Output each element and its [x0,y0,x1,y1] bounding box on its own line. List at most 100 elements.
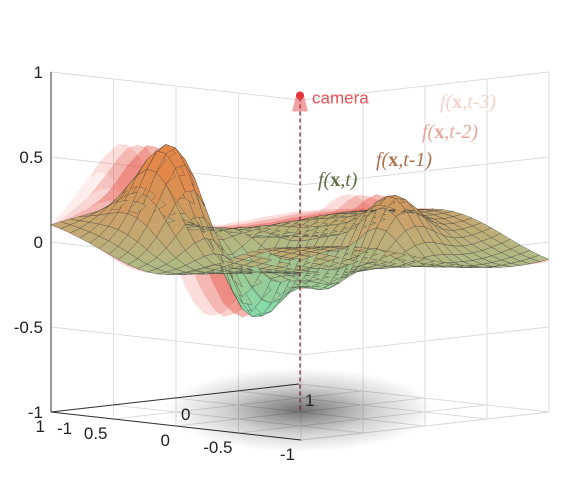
surface-patch [232,222,252,227]
surface-patch [318,209,338,212]
surface-patch [194,267,214,307]
surface-patch [194,298,214,314]
surface-patch [79,194,99,219]
surface-patch [222,224,242,228]
surface-patch [222,226,242,229]
surface-patch [203,270,224,299]
surface-patch [89,152,109,179]
camera-cone [292,95,308,112]
surface-patch [270,213,290,219]
surface-patch [309,209,329,211]
surface-patch [127,155,147,172]
surface-patch [204,312,224,316]
surface-patch [222,221,242,226]
surface-patch [280,212,300,216]
surface-label: f(x,t-3) [440,91,496,113]
y-tick-label: 0 [181,405,190,424]
surface-patch [185,272,205,302]
surface-patch [328,211,348,215]
surface-patch [280,215,300,220]
surface-patch [338,194,358,197]
surface-patch [328,210,348,212]
surface-patch [299,212,319,217]
surface-patch [60,196,80,215]
surface-patch [79,171,99,197]
surface-patch [251,222,271,226]
surface-patch [108,171,128,193]
surface-patch [309,210,329,213]
surface-patch [337,210,357,213]
surface-patch [328,210,348,214]
x-tick-label: 1 [36,417,45,436]
surface-patch [222,222,242,226]
surface-patch [270,217,290,221]
surface-patch [89,155,109,178]
surface-patch [299,210,319,214]
surface-patch [347,210,367,212]
surface-patch [318,211,338,216]
surface-labels: f(x,t) f(x,t-1) f(x,t-2) f(x,t-3) [318,91,496,191]
surface-patch [204,271,224,282]
surface-patch [318,209,338,211]
surface-patch [127,144,147,164]
z-tick-label: 0 [34,233,43,252]
surface-patch [117,171,137,188]
surface-patch [184,285,204,309]
surface-patch [203,224,223,230]
surface-patch [232,222,252,225]
axis-ticks: 10.50-0.5-11 0.5 0 -0.5 -1-101 [14,63,315,464]
camera-marker: camera [292,89,369,410]
surface-patch [108,148,128,172]
z-tick-label: -0.5 [14,318,43,337]
surface-patch [328,208,348,210]
surface-patch [299,211,319,217]
surface-patch [213,268,233,299]
surface-patch [289,212,309,217]
surface-patch [213,280,233,313]
surface-patch [280,216,300,223]
surface-patch [213,289,233,308]
surface-patch [79,205,99,218]
y-tick-label: 1 [305,391,314,410]
surface-patch [232,225,252,228]
surface-patch [232,219,252,223]
surface-patch [127,144,147,149]
surface-patch [366,194,387,201]
surface-patch [338,208,358,211]
surface-patch [289,212,310,216]
surface-patch [98,187,118,204]
surface-patch [414,207,434,211]
surface-patch [98,171,118,190]
surface-patch [337,209,358,211]
surface-patch [318,211,338,215]
surface-patch [70,197,90,213]
surface-patch [70,178,90,203]
surface-patch [89,186,109,208]
surface-patch [318,211,338,215]
surface-patch [251,217,271,221]
surface-patch [261,220,281,225]
surface-patch [309,212,329,216]
surface-patch [232,220,252,227]
surface-patch [357,195,377,204]
surface-patch [347,196,367,207]
surface-patch [251,215,271,221]
camera-icon [296,91,304,100]
surface-patch [318,209,338,212]
surface-patch [223,301,243,315]
surface-patch [118,148,138,165]
surface-patch [338,205,358,211]
surface-patch [213,280,233,305]
surface-patch [194,285,214,309]
surface-patch [232,311,252,318]
surface-patch [137,145,157,159]
surface-patch [261,218,281,228]
surface-patch [223,294,243,313]
surface-patch [242,220,262,224]
surface-patch [98,152,118,173]
surface-patch [299,212,319,216]
surface-patch [414,208,434,211]
surface-patch [280,213,300,218]
surface-patch [337,210,358,212]
